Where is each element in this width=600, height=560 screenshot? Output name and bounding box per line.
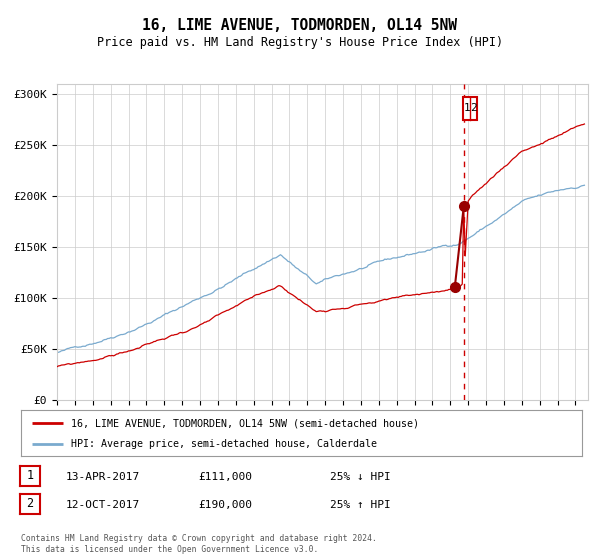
Text: 13-APR-2017: 13-APR-2017	[66, 472, 140, 482]
Text: 12-OCT-2017: 12-OCT-2017	[66, 500, 140, 510]
Text: This data is licensed under the Open Government Licence v3.0.: This data is licensed under the Open Gov…	[21, 545, 319, 554]
Text: 2: 2	[26, 497, 34, 510]
Text: 1: 1	[463, 104, 470, 114]
Text: 16, LIME AVENUE, TODMORDEN, OL14 5NW: 16, LIME AVENUE, TODMORDEN, OL14 5NW	[143, 18, 458, 33]
Text: £190,000: £190,000	[198, 500, 252, 510]
Text: HPI: Average price, semi-detached house, Calderdale: HPI: Average price, semi-detached house,…	[71, 440, 377, 450]
Text: Price paid vs. HM Land Registry's House Price Index (HPI): Price paid vs. HM Land Registry's House …	[97, 36, 503, 49]
Bar	[463, 97, 476, 120]
Text: 25% ↓ HPI: 25% ↓ HPI	[330, 472, 391, 482]
Text: £111,000: £111,000	[198, 472, 252, 482]
Text: Contains HM Land Registry data © Crown copyright and database right 2024.: Contains HM Land Registry data © Crown c…	[21, 534, 377, 543]
Text: 2: 2	[470, 104, 477, 114]
Text: 25% ↑ HPI: 25% ↑ HPI	[330, 500, 391, 510]
Text: 16, LIME AVENUE, TODMORDEN, OL14 5NW (semi-detached house): 16, LIME AVENUE, TODMORDEN, OL14 5NW (se…	[71, 418, 419, 428]
Text: 1: 1	[26, 469, 34, 482]
